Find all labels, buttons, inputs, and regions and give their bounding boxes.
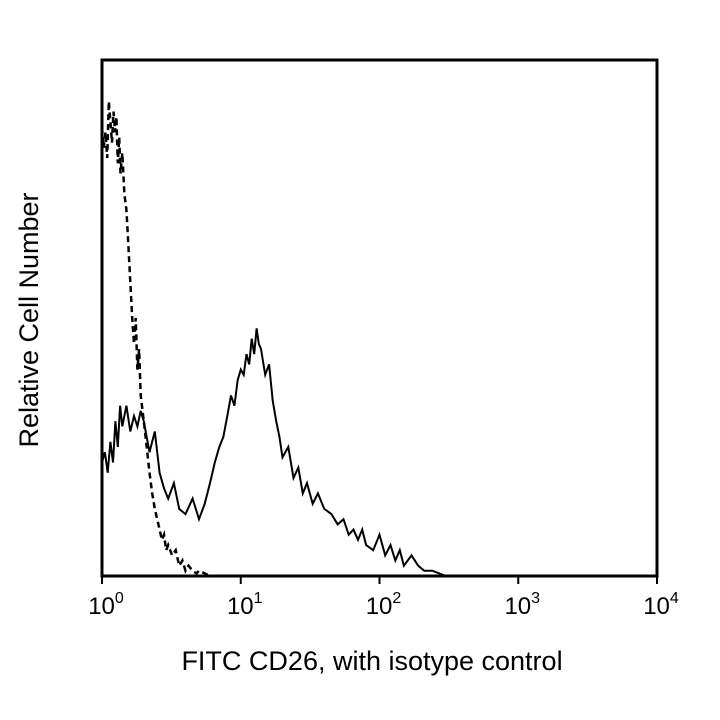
- x-tick-label: 100: [88, 590, 124, 620]
- y-axis-label: Relative Cell Number: [14, 192, 44, 447]
- x-tick-label: 101: [227, 590, 263, 620]
- x-tick-layer: 100 101 102 103 104: [88, 576, 679, 620]
- x-axis-label: FITC CD26, with isotype control: [181, 646, 562, 676]
- x-tick-label: 103: [504, 590, 540, 620]
- plot-frame: [100, 58, 659, 578]
- series-layer: [100, 101, 447, 578]
- x-tick-label: 104: [643, 590, 679, 620]
- cd26-stained-series-line: [101, 328, 447, 577]
- isotype-control-series-line: [100, 101, 215, 578]
- x-tick-label: 102: [366, 590, 402, 620]
